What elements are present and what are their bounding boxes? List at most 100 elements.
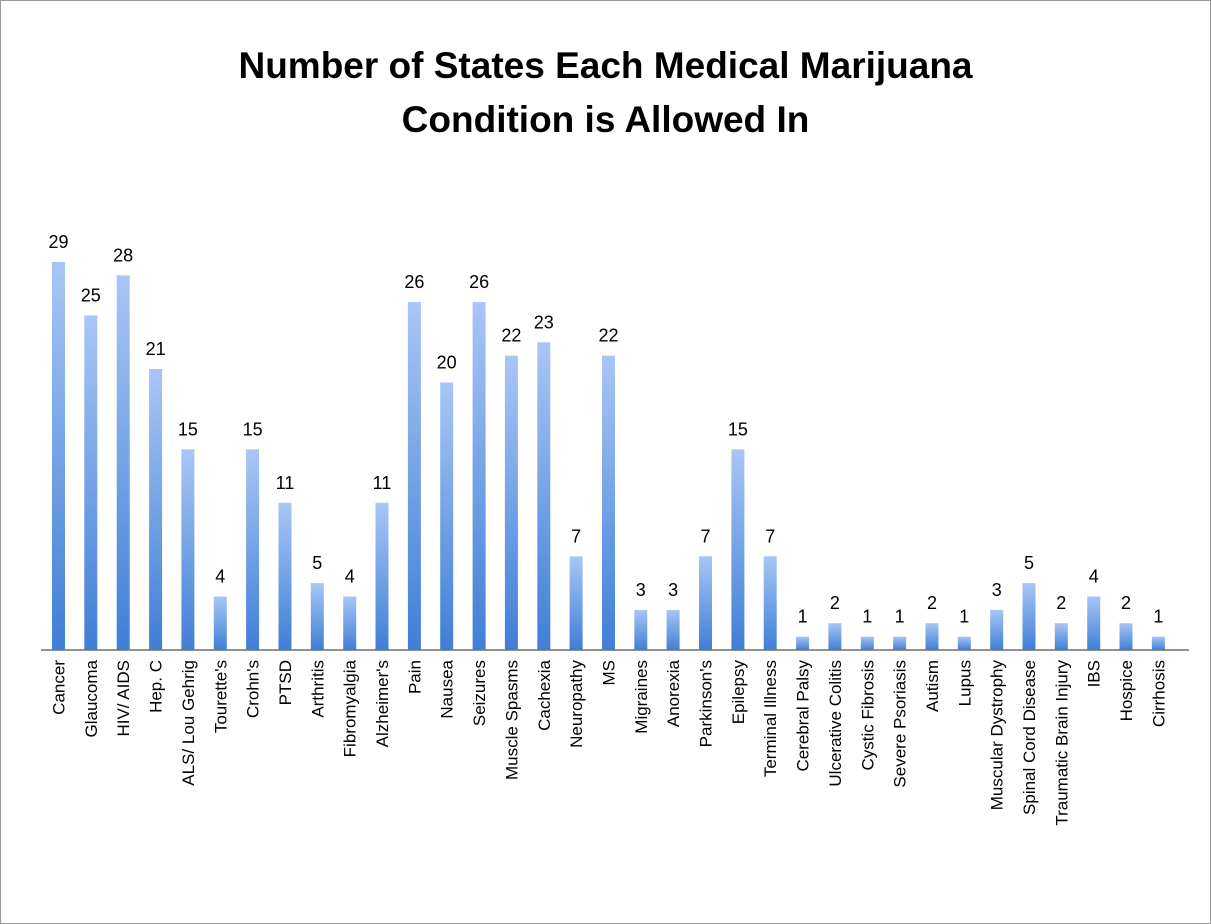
x-tick-label-nausea: Nausea	[438, 659, 457, 718]
bar-cystic-fibrosis	[860, 636, 874, 650]
chart-title: Number of States Each Medical Marijuana …	[1, 39, 1210, 147]
x-tick-label-ptsd: PTSD	[276, 660, 295, 705]
bar-arthritis	[310, 583, 324, 650]
bar-fibromyalgia	[343, 596, 357, 650]
data-label-muscular-dystrophy: 3	[992, 580, 1002, 600]
bar-ptsd	[278, 502, 292, 650]
bar-ms	[602, 355, 615, 650]
data-label-ulcerative-colitis: 2	[830, 593, 840, 613]
x-tick-label-alzheimer-s: Alzheimer's	[373, 660, 392, 747]
data-label-nausea: 20	[437, 352, 457, 372]
x-tick-label-neuropathy: Neuropathy	[567, 660, 586, 748]
data-label-neuropathy: 7	[571, 526, 581, 546]
x-tick-labels-layer: Cancer Glaucoma HIV/ AIDS Hep. C ALS/ Lou Ge…	[50, 659, 1169, 825]
data-label-crohn-s: 15	[243, 419, 263, 439]
x-tick-label-cirrhosis: Cirrhosis	[1149, 660, 1168, 727]
bar-cerebral-palsy	[796, 636, 810, 650]
bars-layer	[52, 262, 1165, 650]
data-label-alzheimer-s: 11	[373, 473, 392, 493]
data-label-migraines: 3	[636, 580, 646, 600]
bar-cachexia	[537, 342, 551, 650]
x-tick-label-ibs: IBS	[1085, 660, 1104, 687]
x-tick-label-traumatic-brain-injury: Traumatic Brain Injury	[1052, 660, 1071, 826]
data-label-severe-psoriasis: 1	[895, 607, 905, 627]
data-label-spinal-cord-disease: 5	[1024, 553, 1034, 573]
x-tick-label-lupus: Lupus	[955, 660, 974, 706]
bar-migraines	[634, 609, 648, 650]
data-label-parkinson-s: 7	[700, 526, 710, 546]
x-tick-label-cancer: Cancer	[50, 660, 69, 715]
bar-spinal-cord-disease	[1022, 583, 1036, 650]
chart-title-line-1: Number of States Each Medical Marijuana	[238, 45, 973, 86]
x-tick-label-parkinson-s: Parkinson's	[697, 660, 716, 747]
x-tick-label-spinal-cord-disease: Spinal Cord Disease	[1020, 660, 1039, 815]
bar-parkinson-s	[699, 556, 712, 650]
x-tick-label-arthritis: Arthritis	[308, 660, 327, 718]
bar-pain	[407, 302, 421, 650]
x-tick-label-hep-c: Hep. C	[147, 660, 166, 713]
x-tick-label-cachexia: Cachexia	[535, 659, 554, 730]
data-label-terminal-illness: 7	[765, 526, 775, 546]
data-label-cerebral-palsy: 1	[798, 607, 808, 627]
bar-cancer	[52, 262, 65, 650]
bar-alzheimer-s	[375, 502, 389, 650]
data-label-hospice: 2	[1121, 593, 1131, 613]
x-tick-label-seizures: Seizures	[470, 660, 489, 726]
data-label-anorexia: 3	[668, 580, 678, 600]
data-label-pain: 26	[404, 272, 424, 292]
bar-als-lou-gehrig	[181, 449, 195, 650]
data-label-hiv-aids: 28	[113, 245, 133, 265]
x-tick-label-glaucoma: Glaucoma	[82, 659, 101, 737]
bar-hep-c	[149, 369, 163, 650]
data-label-autism: 2	[927, 593, 937, 613]
x-tick-label-terminal-illness: Terminal Illness	[761, 660, 780, 777]
x-tick-label-cerebral-palsy: Cerebral Palsy	[794, 660, 813, 772]
data-label-cachexia: 23	[534, 312, 554, 332]
data-label-ms: 22	[598, 326, 618, 346]
data-label-glaucoma: 25	[81, 286, 101, 306]
x-tick-label-cystic-fibrosis: Cystic Fibrosis	[858, 660, 877, 771]
bar-seizures	[472, 302, 486, 650]
bar-anorexia	[666, 609, 680, 650]
data-label-cirrhosis: 1	[1153, 607, 1163, 627]
x-tick-label-crohn-s: Crohn's	[244, 660, 263, 718]
x-tick-label-hiv-aids: HIV/ AIDS	[114, 660, 133, 737]
bar-nausea	[440, 382, 454, 650]
x-tick-label-migraines: Migraines	[632, 660, 651, 734]
bar-muscle-spasms	[504, 355, 518, 650]
bar-cirrhosis	[1151, 636, 1165, 650]
data-label-hep-c: 21	[146, 339, 166, 359]
data-label-ptsd: 11	[276, 473, 295, 493]
chart-title-line-2: Condition is Allowed In	[401, 99, 810, 140]
bar-hospice	[1119, 623, 1133, 650]
data-label-fibromyalgia: 4	[345, 567, 355, 587]
x-tick-label-als-lou-gehrig: ALS/ Lou Gehrig	[179, 660, 198, 786]
x-tick-label-ulcerative-colitis: Ulcerative Colitis	[826, 660, 845, 787]
x-tick-label-pain: Pain	[405, 660, 424, 694]
bar-autism	[925, 623, 939, 650]
bar-crohn-s	[246, 449, 260, 650]
data-label-ibs: 4	[1089, 567, 1099, 587]
data-label-cancer: 29	[48, 232, 68, 252]
x-tick-label-muscle-spasms: Muscle Spasms	[502, 660, 521, 780]
x-tick-label-fibromyalgia: Fibromyalgia	[341, 659, 360, 757]
bar-severe-psoriasis	[893, 636, 907, 650]
x-tick-label-tourette-s: Tourette's	[211, 660, 230, 733]
x-tick-label-ms: MS	[600, 660, 619, 686]
data-label-arthritis: 5	[312, 553, 322, 573]
x-tick-label-muscular-dystrophy: Muscular Dystrophy	[988, 660, 1007, 811]
data-label-traumatic-brain-injury: 2	[1056, 593, 1066, 613]
bar-epilepsy	[731, 449, 745, 650]
bar-traumatic-brain-injury	[1054, 623, 1068, 650]
x-tick-label-severe-psoriasis: Severe Psoriasis	[891, 660, 910, 788]
x-tick-label-autism: Autism	[923, 660, 942, 712]
bar-glaucoma	[84, 315, 98, 650]
x-tick-label-epilepsy: Epilepsy	[729, 660, 748, 725]
x-tick-label-hospice: Hospice	[1117, 660, 1136, 721]
bar-muscular-dystrophy	[990, 609, 1004, 650]
data-label-lupus: 1	[959, 607, 969, 627]
bar-lupus	[957, 636, 971, 650]
